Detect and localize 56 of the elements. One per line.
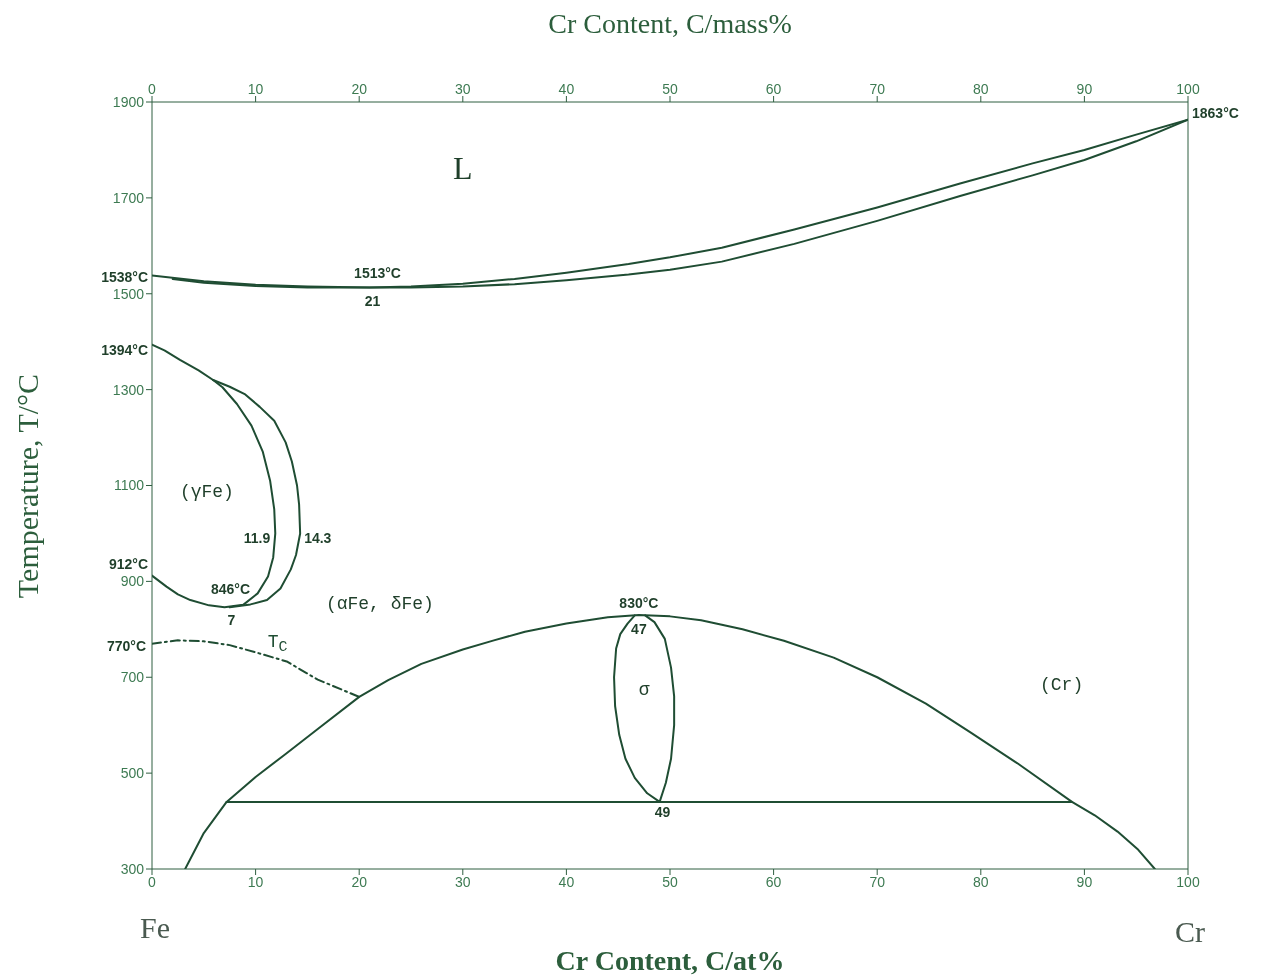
x-axis-title: Cr Content, C/at% [555,945,785,976]
y-tick-label: 1900 [112,93,145,110]
text: Fe [140,911,171,945]
x-tick-label: 40 [558,873,575,890]
x2-tick-label: 0 [148,81,157,97]
x-tick-label: 60 [765,873,782,890]
x-tick-label: 90 [1076,873,1093,890]
x-tick-label: 80 [973,873,989,890]
x-tick-label: 70 [869,873,886,890]
x2-tick-label: 70 [869,81,886,97]
y-tick-label: 300 [120,860,145,877]
x2-tick-label: 60 [765,81,782,97]
annotation: 1538°C [101,268,148,285]
y-tick-label: 1100 [113,477,145,494]
y-tick-label: 1700 [112,189,145,206]
series-label: T$_{C}$ [267,632,288,657]
annotation: 49 [654,803,671,820]
x-tick-label: 20 [351,873,368,890]
x-tick-label: 0 [148,873,157,890]
annotation: 21 [364,292,381,309]
annotation: σ [638,680,650,701]
y-tick-label: 700 [120,669,145,686]
x2-tick-label: 20 [351,81,368,97]
y-axis-title: Temperature, T/°C [11,373,44,598]
annotation: 47 [631,620,647,637]
x2-tick-label: 100 [1176,81,1200,97]
x2-tick-label: 90 [1076,81,1093,97]
x2-tick-label: 30 [455,81,471,97]
y-tick-label: 500 [120,765,145,782]
x2-tick-label: 10 [247,81,264,97]
annotation: 14.3 [304,530,332,547]
annotation: 7 [227,612,236,629]
annotation: 770°C [106,637,146,654]
annotation: 11.9 [243,530,271,547]
y-tick-label: 1500 [112,285,145,302]
text: Cr [1175,914,1206,948]
x2-tick-label: 40 [558,81,575,97]
annotation: 1394°C [101,341,148,358]
y-tick-label: 900 [120,573,145,590]
annotation: (Cr) [1039,674,1084,695]
annotation: L [453,149,473,186]
x2-tick-label: 50 [662,81,678,97]
annotation: 912°C [108,555,148,572]
annotation: (γFe) [179,481,234,502]
x-tick-label: 100 [1176,873,1200,890]
x-tick-label: 50 [662,873,678,890]
annotation: 846°C [210,581,251,598]
x-tick-label: 10 [247,873,264,890]
annotation: 1863°C [1192,104,1239,121]
x2-tick-label: 80 [973,81,989,97]
annotation: 1513°C [354,264,401,281]
annotation: (αFe, δFe) [325,594,434,615]
x-tick-label: 30 [455,873,471,890]
annotation: 830°C [619,594,659,611]
y-tick-label: 1300 [112,381,145,398]
x2-axis-title: Cr Content, C/mass% [548,8,792,39]
